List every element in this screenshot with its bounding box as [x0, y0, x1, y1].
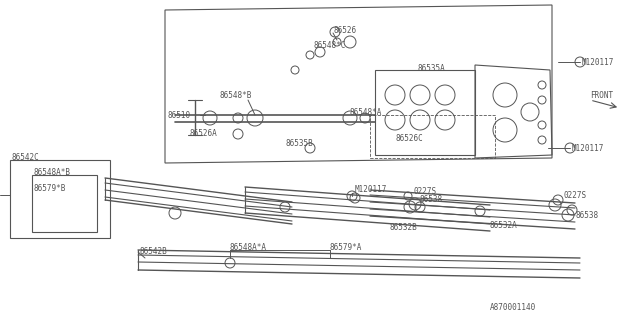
- Text: 0227S: 0227S: [564, 191, 587, 201]
- Bar: [10, 160, 110, 238]
- Text: 86579*B: 86579*B: [34, 183, 67, 193]
- Text: 86526: 86526: [333, 26, 356, 35]
- Text: 86532A: 86532A: [490, 220, 518, 229]
- Text: 86526A: 86526A: [190, 129, 218, 138]
- Text: 86542C: 86542C: [12, 153, 40, 162]
- Bar: [375, 70, 475, 155]
- Bar: [32, 175, 97, 232]
- Text: 86548A*B: 86548A*B: [34, 167, 71, 177]
- Text: 86538: 86538: [576, 211, 599, 220]
- Text: 86548*C: 86548*C: [313, 41, 346, 50]
- Text: 86526C: 86526C: [395, 133, 423, 142]
- Text: 86548*B: 86548*B: [220, 91, 252, 100]
- Text: FRONT: FRONT: [590, 91, 613, 100]
- Text: 86532B: 86532B: [390, 223, 418, 233]
- Text: M120117: M120117: [355, 185, 387, 194]
- Bar: [370, 115, 495, 158]
- Text: 86535A: 86535A: [418, 63, 445, 73]
- Text: M120117: M120117: [572, 143, 604, 153]
- Text: 86542B: 86542B: [140, 247, 168, 257]
- Text: M120117: M120117: [582, 58, 614, 67]
- Text: 86510: 86510: [168, 110, 191, 119]
- Text: 86538: 86538: [420, 196, 443, 204]
- Text: 86535B: 86535B: [285, 139, 313, 148]
- Text: 86548*A: 86548*A: [350, 108, 382, 116]
- Text: 0227S: 0227S: [414, 188, 437, 196]
- Text: A870001140: A870001140: [490, 303, 536, 313]
- Text: 86579*A: 86579*A: [330, 243, 362, 252]
- Text: 86548A*A: 86548A*A: [230, 243, 267, 252]
